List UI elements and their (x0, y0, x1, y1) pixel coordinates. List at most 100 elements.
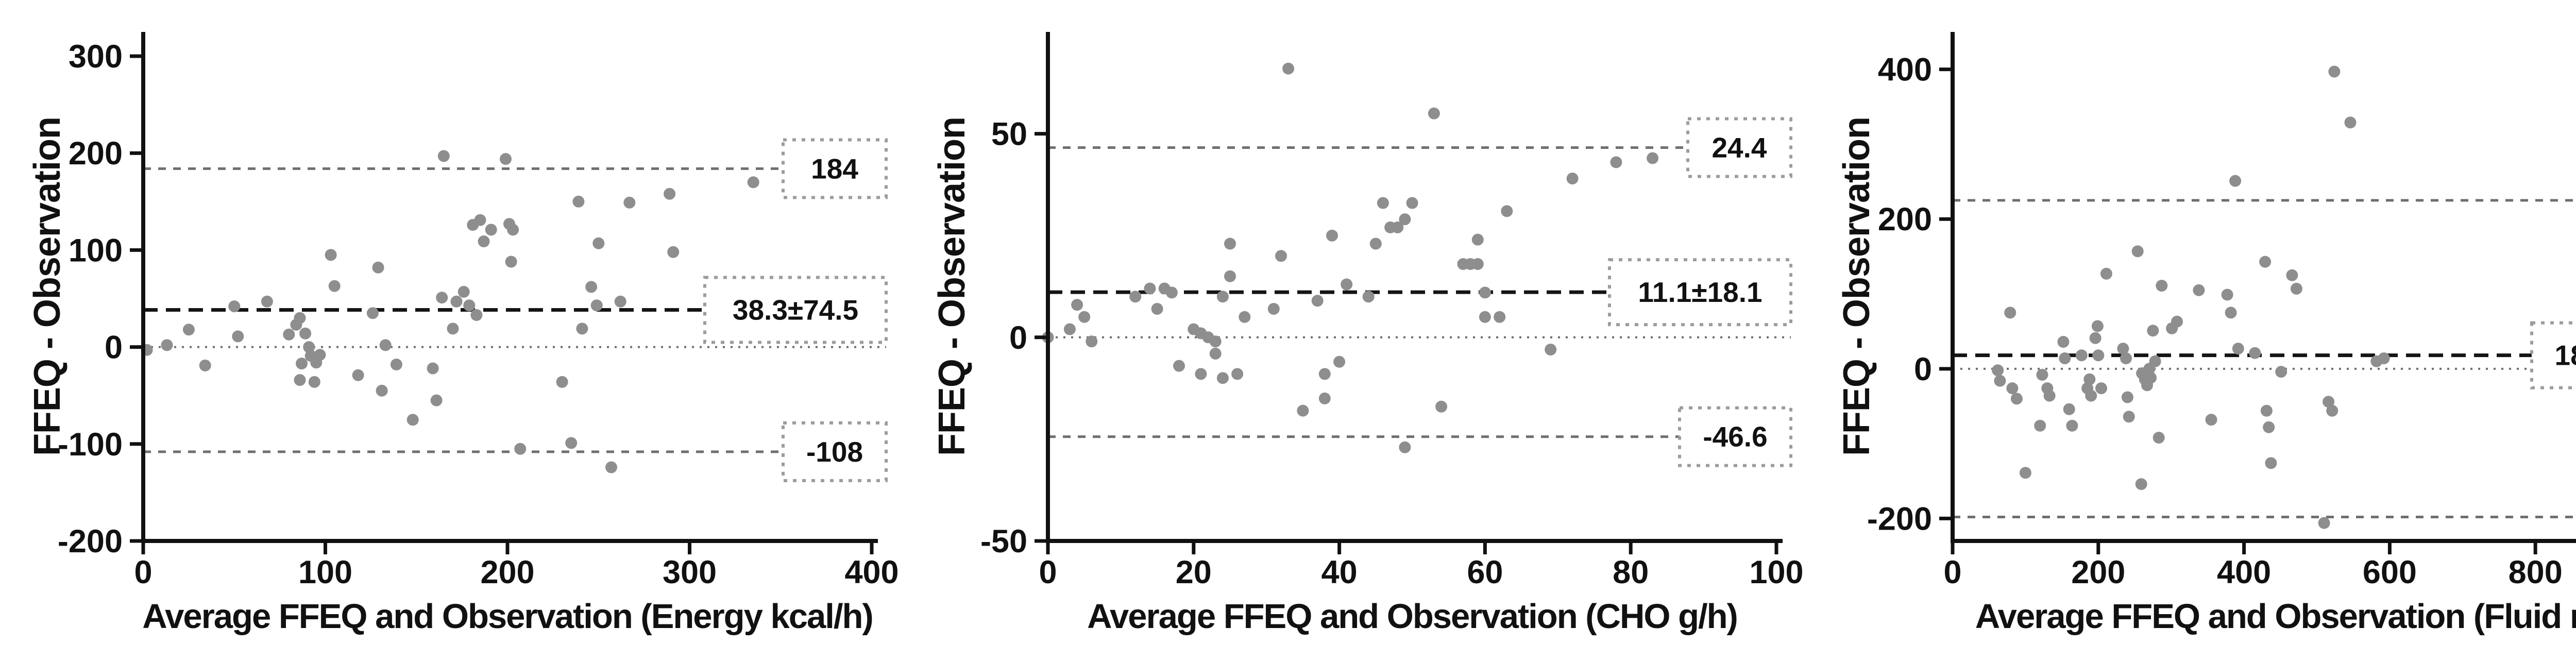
data-point (623, 196, 636, 209)
data-point (2063, 403, 2075, 415)
data-point (1165, 286, 1178, 299)
x-tick-label: 40 (1321, 554, 1358, 590)
data-point (1479, 286, 1491, 299)
data-point (1479, 311, 1491, 323)
x-tick-label: 0 (134, 554, 152, 590)
data-point (592, 237, 605, 249)
x-tick-label: 300 (663, 554, 717, 590)
data-point (2083, 373, 2096, 385)
lower-loa-value-box (1678, 406, 1792, 467)
data-point (1610, 156, 1622, 168)
data-point (436, 292, 448, 304)
data-point (2145, 371, 2157, 384)
data-point (2100, 267, 2112, 280)
data-point (1333, 355, 1346, 368)
data-point (2156, 280, 2168, 292)
data-point (427, 362, 439, 375)
data-point (352, 369, 364, 381)
data-point (294, 374, 306, 386)
data-point (296, 358, 308, 370)
data-point (2193, 284, 2205, 296)
y-tick-label: -200 (1867, 501, 1932, 537)
data-point (2036, 368, 2048, 381)
data-point (1195, 368, 1207, 380)
data-point (325, 249, 337, 261)
data-point (2249, 347, 2261, 359)
data-point (390, 359, 402, 370)
mean-bias-value-box (703, 276, 888, 344)
data-point (1224, 270, 1236, 282)
data-point (232, 330, 244, 343)
cho-y-axis-title: FFEQ - Observation (931, 116, 973, 456)
mean-bias-value-box-label: 18.0±106 (2555, 340, 2576, 371)
data-point (572, 195, 585, 208)
data-point (1318, 368, 1331, 380)
data-point (2066, 419, 2078, 432)
x-tick-label: 0 (1943, 554, 1961, 590)
data-point (2075, 349, 2088, 362)
y-tick-label: 0 (1914, 351, 1932, 387)
data-point (261, 295, 273, 308)
fluid-plot-svg: 02004006008001000-200020040022518.0±106-… (1867, 32, 2576, 590)
y-tick-label: 50 (991, 116, 1027, 152)
data-point (605, 461, 617, 473)
data-point (406, 414, 419, 426)
data-point (2153, 432, 2165, 444)
data-point (2117, 343, 2129, 355)
energy-plot-svg: 0 100 200 300 400 -200 -100 0 100 200 300 184 38.3±7… (58, 32, 899, 590)
data-point (1318, 392, 1331, 404)
data-point (1369, 238, 1382, 250)
x-tick-label: 0 (1039, 554, 1057, 590)
data-point (1224, 238, 1236, 250)
data-point (314, 349, 326, 361)
data-point (457, 285, 470, 298)
data-point (1501, 205, 1513, 217)
data-point (2085, 389, 2097, 402)
data-point (2120, 352, 2132, 364)
data-point (590, 299, 603, 312)
data-point (1239, 311, 1251, 323)
data-point (2006, 382, 2019, 395)
data-point (2149, 355, 2161, 367)
data-point (478, 235, 490, 247)
data-point (1992, 364, 2004, 377)
data-point (199, 359, 211, 371)
data-point (283, 328, 295, 341)
data-point (2019, 467, 2031, 479)
data-point (485, 224, 497, 236)
data-point (2221, 289, 2233, 301)
lower-loa-value-box-label: -108 (806, 436, 863, 468)
x-tick-label: 200 (2071, 554, 2125, 590)
fluid-y-axis-title: FFEQ - Observation (1836, 116, 1877, 456)
lower-loa-value-box-label: -46.6 (1703, 421, 1767, 453)
data-point (1311, 295, 1324, 307)
lower-loa-value-box (782, 421, 888, 482)
data-point (2095, 382, 2107, 395)
scatter-points (1992, 65, 2550, 529)
data-point (450, 295, 463, 308)
data-point (1063, 323, 1076, 335)
data-point (2378, 352, 2390, 364)
data-point (2131, 245, 2144, 258)
data-point (2344, 116, 2357, 129)
data-point (1428, 107, 1440, 120)
data-point (1086, 335, 1098, 348)
mean-bias-value-box-label: 38.3±74.5 (733, 294, 858, 326)
data-point (430, 394, 443, 406)
upper-loa-value-box (1686, 117, 1792, 178)
data-point (372, 261, 384, 274)
x-tick-label: 600 (2363, 554, 2417, 590)
y-tick-label: 0 (1009, 320, 1027, 356)
x-tick-label: 100 (1749, 554, 1803, 590)
data-point (2265, 457, 2277, 469)
data-point (1471, 258, 1484, 270)
data-point (1216, 291, 1229, 303)
mean-bias-value-box-label: 11.1±18.1 (1638, 276, 1762, 308)
scatter-points (141, 150, 759, 473)
data-point (576, 323, 588, 335)
y-tick-label: 0 (105, 330, 123, 366)
data-point (463, 299, 476, 312)
data-point (470, 309, 483, 321)
data-point (2034, 419, 2046, 432)
